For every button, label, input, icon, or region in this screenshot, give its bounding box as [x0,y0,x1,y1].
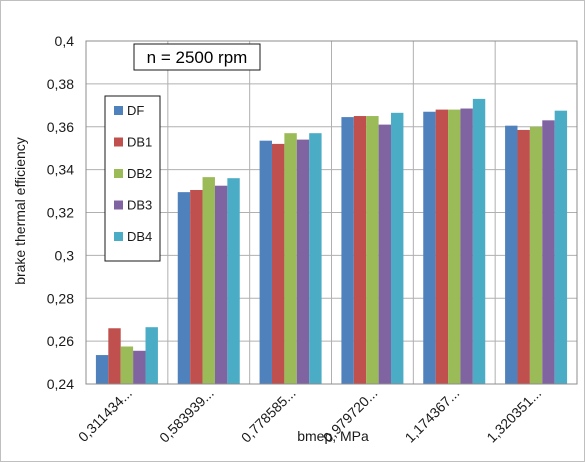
legend-swatch-db3 [114,200,123,210]
y-tick-label: 0,36 [47,119,74,135]
legend-label-db4: DB4 [127,229,152,244]
bars [95,98,568,385]
bar-df [341,117,354,385]
bar-db4 [472,98,486,384]
legend-swatch-db1 [114,137,123,147]
legend-swatch-db4 [114,232,123,241]
bar-db2 [366,116,379,384]
bar-db3 [542,120,555,384]
annotation-box: n = 2500 rpm [133,43,261,71]
bar-db1 [271,143,285,384]
bar-db3 [296,139,310,384]
legend: DF DB1 DB2 DB3 DB4 [104,95,161,262]
y-axis-title: brake thermal efficiency [12,137,28,285]
y-tick-label: 0,3 [55,247,75,263]
y-tick-label: 0,4 [55,33,75,49]
legend-label-db2: DB2 [127,166,152,181]
bar-db1 [435,109,449,384]
plot-area-frame [85,40,578,385]
y-tick-label: 0,38 [47,76,74,92]
bar-db2 [202,177,215,384]
bar-db4 [554,110,568,384]
y-tick-label: 0,34 [47,162,74,178]
bar-db2 [448,109,461,384]
bar-df [259,140,272,384]
bar-db2 [120,346,134,384]
legend-swatch-db2 [114,169,123,178]
legend-label-db1: DB1 [127,135,152,150]
annotation-text: n = 2500 rpm [147,48,248,67]
bar-df [423,111,436,385]
bar-db1 [517,129,530,384]
legend-label-df: DF [127,103,144,118]
y-tick-label: 0,32 [47,205,74,221]
bar-db2 [284,133,297,384]
bar-db4 [145,327,158,384]
bar-db2 [529,126,543,384]
bar-df [177,192,191,384]
x-axis-title: bmep, MPa [297,428,369,444]
bar-db4 [227,178,240,384]
bar-db3 [378,124,392,384]
bar-db3 [214,185,228,384]
bar-df [505,125,518,384]
bar-db1 [353,116,367,384]
bar-db3 [133,350,146,384]
bar-db1 [108,328,121,384]
bar-df [95,355,109,384]
legend-label-db3: DB3 [127,198,152,213]
y-tick-label: 0,24 [47,376,74,392]
y-tick-label: 0,28 [47,290,74,306]
legend-swatch-df [114,106,123,115]
y-tick-label: 0,26 [47,333,74,349]
bar-db4 [309,133,322,384]
bar-db3 [460,108,473,384]
bar-db1 [190,189,203,384]
bar-db4 [391,112,404,385]
